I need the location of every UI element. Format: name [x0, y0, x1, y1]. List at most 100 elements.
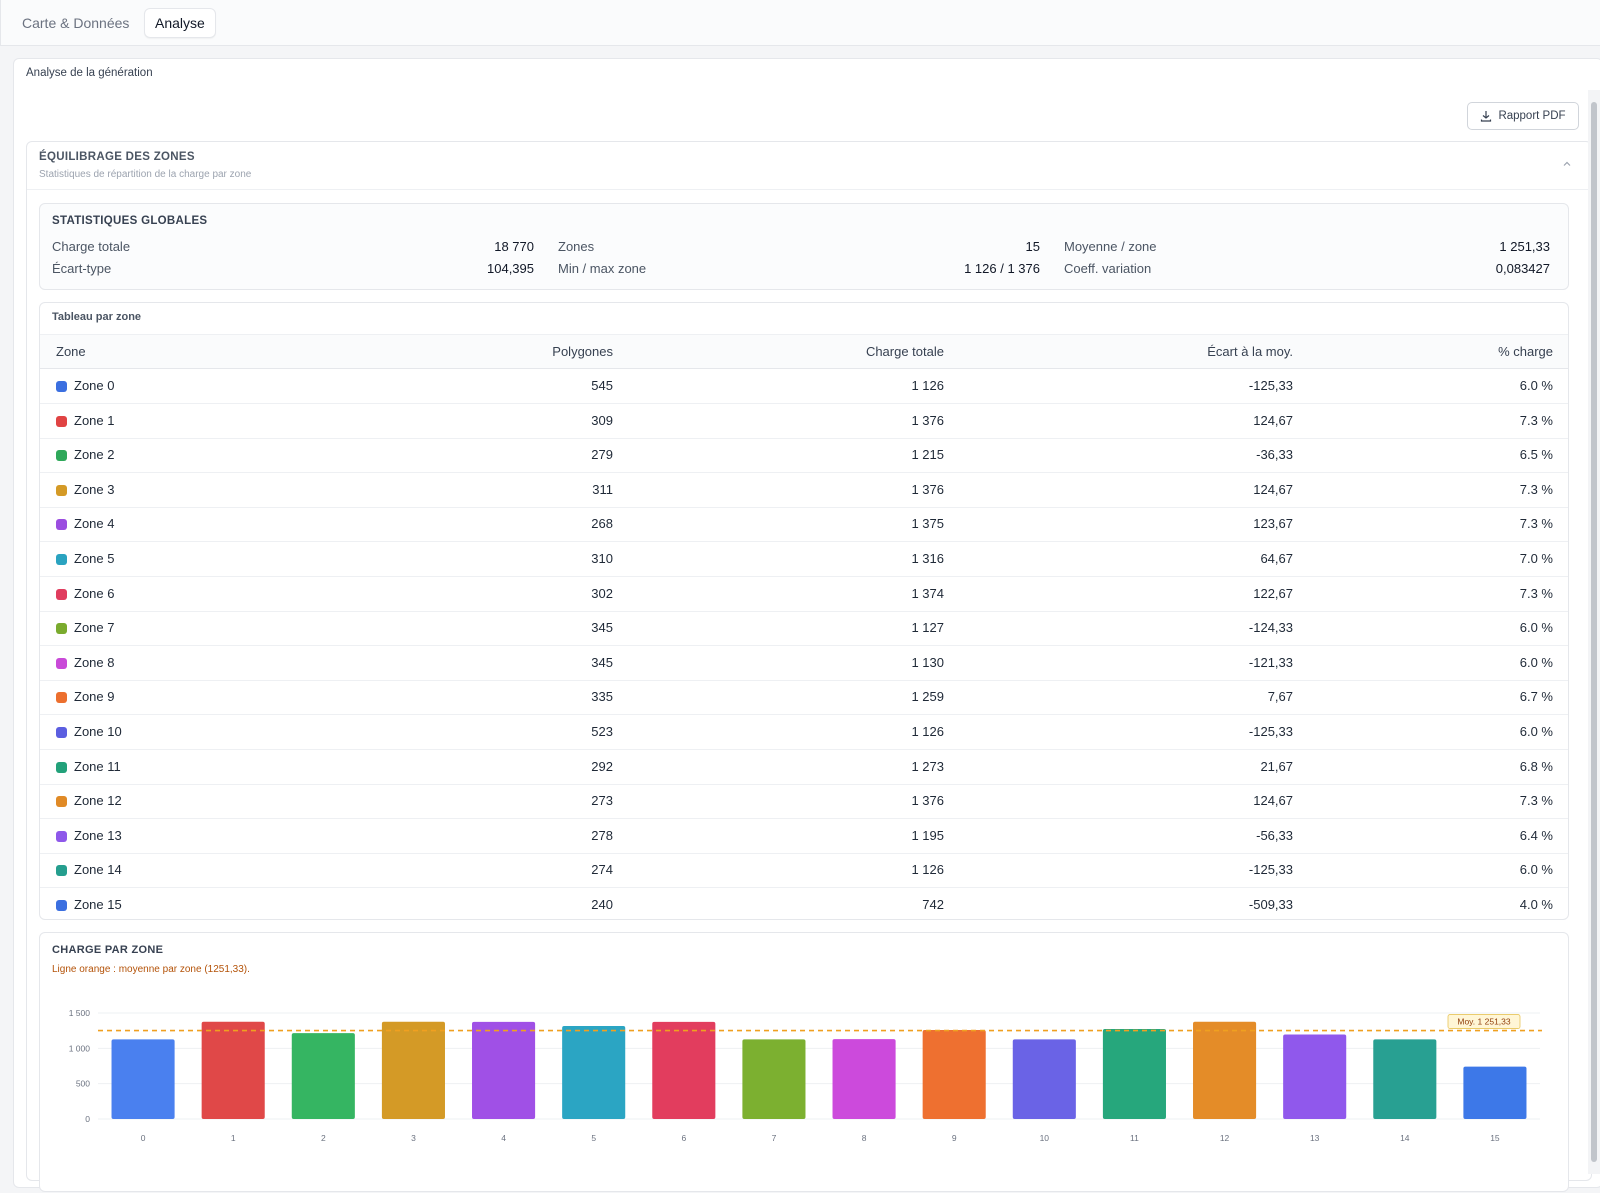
bar	[742, 1039, 806, 1119]
table-row[interactable]: Zone 6 302 1 374 122,67 7.3 %	[40, 577, 1568, 612]
table-row[interactable]: Zone 1 309 1 376 124,67 7.3 %	[40, 404, 1568, 439]
table-row[interactable]: Zone 15 240 742 -509,33 4.0 %	[40, 888, 1568, 923]
zone-color-swatch	[56, 727, 67, 738]
zone-color-swatch	[56, 381, 67, 392]
charge-chart-card: CHARGE PAR ZONE Ligne orange : moyenne p…	[39, 932, 1569, 1192]
cell-polygones: 292	[591, 758, 613, 774]
y-tick-label: 1 500	[69, 1008, 91, 1018]
zone-color-swatch	[56, 415, 67, 427]
table-row[interactable]: Zone 7 345 1 127 -124,33 6.0 %	[40, 611, 1568, 647]
x-tick-label: 9	[952, 1133, 957, 1143]
table-row[interactable]: Zone 0 545 1 126 -125,33 6.0 %	[40, 369, 1568, 404]
cell-pct: 6.7 %	[1519, 689, 1553, 705]
cell-ecart: -125,33	[1248, 862, 1293, 878]
table-row[interactable]: Zone 3 311 1 376 124,67 7.3 %	[40, 473, 1568, 508]
col-zone[interactable]: Zone	[56, 344, 86, 359]
cell-zone: Zone 2	[74, 447, 115, 463]
cell-polygones: 309	[591, 412, 613, 428]
zone-color-swatch	[56, 761, 67, 773]
bar	[652, 1021, 716, 1119]
bar	[381, 1021, 445, 1119]
col-polygones[interactable]: Polygones	[552, 344, 613, 359]
col-charge-totale[interactable]: Charge totale	[865, 344, 944, 359]
zone-color-swatch	[56, 484, 67, 496]
table-header: Zone Polygones Charge totale Écart à la …	[40, 334, 1568, 369]
stat-zones: Zones 15	[558, 238, 1040, 256]
tab-carte-donnees[interactable]: Carte & Données	[22, 15, 130, 31]
chevron-up-icon[interactable]	[1561, 158, 1573, 170]
table-row[interactable]: Zone 4 268 1 375 123,67 7.3 %	[40, 507, 1568, 543]
cell-charge: 1 376	[911, 481, 944, 497]
bar	[1193, 1021, 1257, 1119]
stat-value: 1 126 / 1 376	[964, 261, 1040, 276]
stat-label: Min / max zone	[558, 261, 647, 276]
cell-polygones: 345	[591, 620, 613, 636]
cell-ecart: 123,67	[1253, 516, 1293, 532]
section-header[interactable]: ÉQUILIBRAGE DES ZONES Statistiques de ré…	[27, 142, 1591, 190]
scrollbar-thumb[interactable]	[1591, 102, 1597, 1162]
cell-charge: 1 376	[911, 412, 944, 428]
pdf-report-label: Rapport PDF	[1498, 110, 1566, 122]
cell-charge: 1 130	[911, 654, 944, 670]
bar	[832, 1039, 896, 1119]
cell-pct: 7.3 %	[1519, 516, 1553, 532]
scrollbar[interactable]	[1588, 90, 1600, 1174]
table-row[interactable]: Zone 2 279 1 215 -36,33 6.5 %	[40, 438, 1568, 474]
cell-pct: 6.5 %	[1519, 447, 1553, 463]
x-tick-label: 8	[862, 1133, 867, 1143]
col-ecart[interactable]: Écart à la moy.	[1207, 344, 1293, 359]
cell-zone: Zone 3	[74, 481, 115, 497]
table-row[interactable]: Zone 10 523 1 126 -125,33 6.0 %	[40, 715, 1568, 750]
cell-polygones: 335	[591, 689, 613, 705]
panel-title: Analyse de la génération	[26, 67, 153, 79]
x-tick-label: 7	[772, 1133, 777, 1143]
cell-zone: Zone 0	[74, 378, 115, 393]
cell-pct: 6.4 %	[1519, 827, 1553, 843]
cell-ecart: -56,33	[1256, 827, 1293, 843]
table-row[interactable]: Zone 13 278 1 195 -56,33 6.4 %	[40, 819, 1568, 854]
x-tick-label: 1	[231, 1133, 236, 1143]
x-tick-label: 13	[1310, 1133, 1320, 1143]
stat-value: 104,395	[487, 261, 534, 276]
table-row[interactable]: Zone 9 335 1 259 7,67 6.7 %	[40, 680, 1568, 716]
cell-zone: Zone 12	[74, 793, 122, 809]
cell-ecart: 21,67	[1260, 758, 1293, 774]
cell-ecart: -36,33	[1256, 447, 1293, 463]
zone-table-card: Tableau par zone Zone Polygones Charge t…	[39, 302, 1569, 920]
tab-analyse[interactable]: Analyse	[144, 8, 216, 38]
x-tick-label: 5	[591, 1133, 596, 1143]
cell-pct: 6.0 %	[1519, 378, 1553, 393]
cell-pct: 7.0 %	[1519, 551, 1553, 566]
y-tick-label: 0	[85, 1114, 90, 1124]
col-pct-charge[interactable]: % charge	[1498, 344, 1553, 359]
tab-bar: Carte & Données Analyse	[0, 0, 1600, 46]
cell-polygones: 523	[591, 724, 613, 739]
table-row[interactable]: Zone 14 274 1 126 -125,33 6.0 %	[40, 853, 1568, 889]
table-row[interactable]: Zone 5 310 1 316 64,67 7.0 %	[40, 542, 1568, 577]
stat-coeff-variation: Coeff. variation 0,083427	[1064, 260, 1550, 278]
cell-polygones: 273	[591, 793, 613, 809]
cell-ecart: 124,67	[1253, 481, 1293, 497]
global-stats-card: STATISTIQUES GLOBALES Charge totale 18 77…	[39, 203, 1569, 290]
x-tick-label: 6	[681, 1133, 686, 1143]
zone-color-swatch	[56, 588, 67, 600]
bar	[1102, 1029, 1166, 1119]
cell-ecart: -509,33	[1248, 897, 1293, 912]
zone-color-swatch	[56, 796, 67, 808]
table-row[interactable]: Zone 12 273 1 376 124,67 7.3 %	[40, 784, 1568, 820]
pdf-report-button[interactable]: Rapport PDF	[1467, 102, 1579, 130]
chart-subtitle: Ligne orange : moyenne par zone (1251,33…	[52, 964, 250, 975]
average-label: Moy. 1 251,33	[1457, 1017, 1511, 1027]
zone-color-swatch	[56, 900, 67, 911]
cell-zone: Zone 6	[74, 585, 115, 601]
bar	[562, 1026, 626, 1119]
cell-charge: 1 195	[911, 827, 944, 843]
x-tick-label: 15	[1490, 1133, 1500, 1143]
cell-pct: 7.3 %	[1519, 585, 1553, 601]
table-row[interactable]: Zone 11 292 1 273 21,67 6.8 %	[40, 750, 1568, 785]
table-row[interactable]: Zone 8 345 1 130 -121,33 6.0 %	[40, 646, 1568, 681]
cell-polygones: 311	[592, 481, 613, 497]
zone-balancing-section: ÉQUILIBRAGE DES ZONES Statistiques de ré…	[26, 141, 1592, 1192]
stat-min-max: Min / max zone 1 126 / 1 376	[558, 260, 1040, 278]
